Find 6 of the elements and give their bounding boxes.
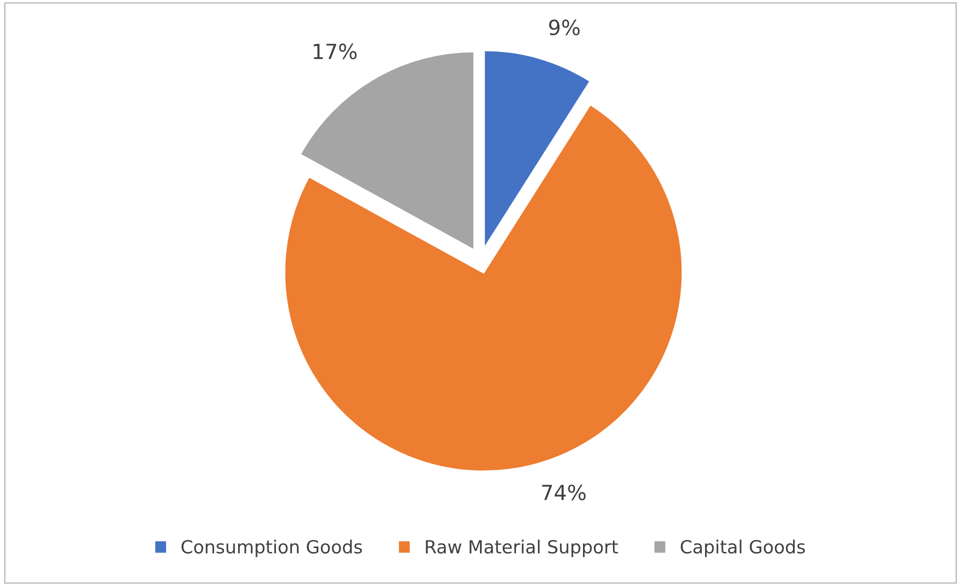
data-label: 17% [314, 44, 357, 60]
legend-label: Consumption Goods [182, 540, 362, 558]
legend-label: Raw Material Support [426, 540, 618, 558]
legend-label: Capital Goods [680, 540, 805, 558]
data-label: 9% [549, 20, 580, 36]
data-label: 74% [542, 484, 586, 500]
